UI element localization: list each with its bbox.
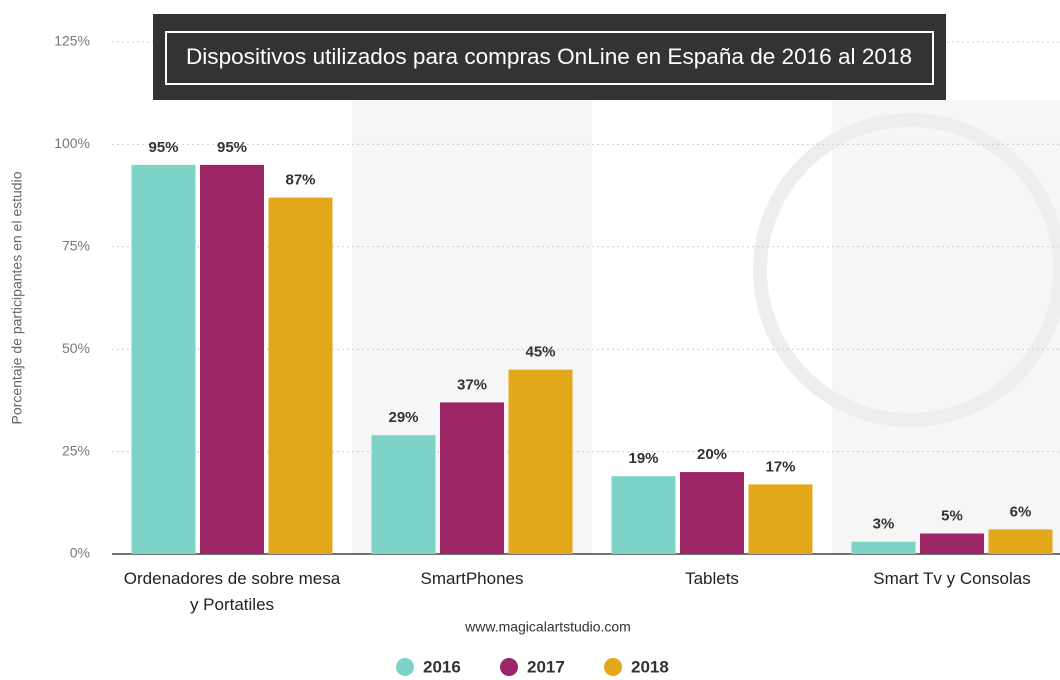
y-tick-label: 100% <box>54 135 90 151</box>
bar <box>851 541 916 554</box>
y-tick-label: 75% <box>62 238 90 254</box>
bar <box>200 164 264 554</box>
bar <box>920 533 984 554</box>
x-tick-label: Tablets <box>685 569 739 588</box>
x-tick-label: SmartPhones <box>420 569 524 588</box>
chart-title: Dispositivos utilizados para compras OnL… <box>186 44 912 69</box>
data-label: 95% <box>217 139 247 156</box>
legend-label: 2017 <box>527 657 565 676</box>
data-label: 95% <box>148 139 178 156</box>
title-frame <box>165 31 934 85</box>
data-label: 87% <box>285 172 315 189</box>
bar <box>371 435 436 554</box>
bar <box>508 369 573 554</box>
source: www.magicalartstudio.com <box>464 619 631 635</box>
y-tick-label: 125% <box>54 33 90 49</box>
data-label: 45% <box>525 344 555 361</box>
data-label: 19% <box>628 450 658 467</box>
y-tick-label: 50% <box>62 340 90 356</box>
bar <box>440 402 504 554</box>
x-tick-label: Smart Tv y Consolas <box>873 569 1031 588</box>
data-label: 6% <box>1010 503 1032 520</box>
bar <box>680 472 744 554</box>
data-label: 29% <box>388 409 418 426</box>
data-label: 5% <box>941 507 963 524</box>
y-tick-label: 0% <box>70 545 90 561</box>
legend-swatch <box>500 658 518 676</box>
data-label: 17% <box>765 458 795 475</box>
bar <box>611 476 676 554</box>
title-box <box>153 14 946 100</box>
legend-swatch <box>604 658 622 676</box>
data-label: 37% <box>457 376 487 393</box>
y-axis-label: Porcentaje de participantes en el estudi… <box>9 171 25 424</box>
data-label: 3% <box>873 516 895 533</box>
watermark <box>753 113 1060 427</box>
x-tick-label: Ordenadores de sobre mesa y Portatiles <box>123 569 341 614</box>
bar <box>268 197 333 554</box>
legend-label: 2016 <box>423 657 461 676</box>
legend-swatch <box>396 658 414 676</box>
legend-label: 2018 <box>631 657 669 676</box>
bar <box>748 484 813 554</box>
data-label: 20% <box>697 446 727 463</box>
bar <box>988 529 1053 554</box>
bar <box>131 164 196 554</box>
y-tick-label: 25% <box>62 442 90 458</box>
